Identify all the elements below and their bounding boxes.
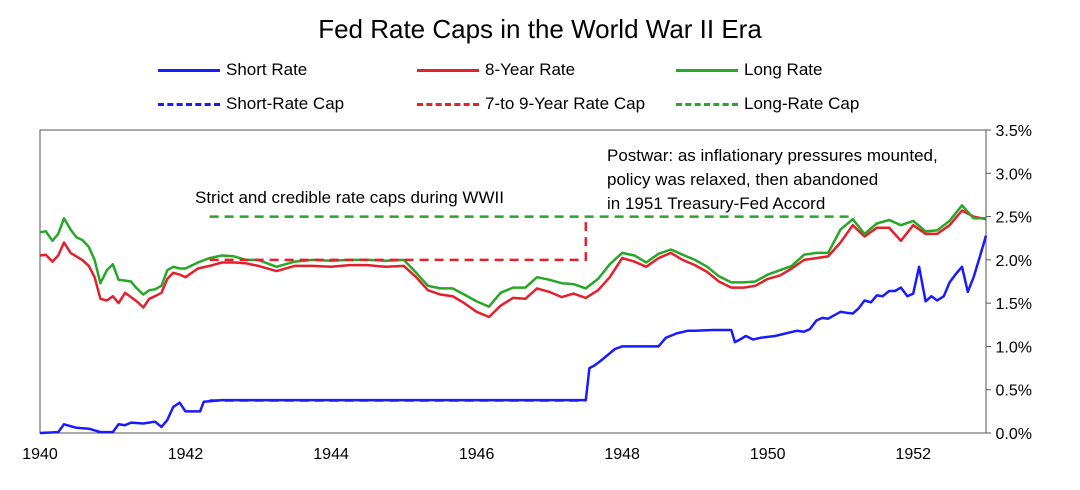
legend-label: 7-to 9-Year Rate Cap: [485, 94, 646, 113]
x-tick-label: 1952: [895, 446, 931, 463]
x-tick-label: 1944: [313, 446, 349, 463]
chart-title: Fed Rate Caps in the World War II Era: [318, 14, 762, 44]
x-axis: 1940 1942 1944 1946 1948 1950 1952: [22, 446, 931, 463]
legend-label: Long Rate: [744, 60, 823, 79]
y-tick-label: 0.0%: [996, 426, 1032, 443]
y-tick-label: 3.0%: [996, 166, 1032, 183]
plot-frame: [39, 129, 987, 434]
annotation-postwar-line-1: Postwar: as inflationary pressures mount…: [607, 146, 938, 165]
x-tick-label: 1946: [459, 446, 495, 463]
annotation-postwar-line-3: in 1951 Treasury-Fed Accord: [607, 194, 825, 213]
series-layer: [39, 204, 988, 435]
legend-swatch: [158, 68, 220, 72]
legend-label: Short-Rate Cap: [226, 94, 345, 113]
legend-item-short-rate-cap: Short-Rate Cap: [158, 94, 344, 114]
y-tick-label: 1.0%: [996, 339, 1032, 356]
annotation-wwii: Strict and credible rate caps during WWI…: [195, 188, 504, 207]
legend-label: Short Rate: [226, 60, 308, 79]
legend: Short Rate 8-Year Rate Long Rate Short-R…: [0, 0, 1080, 120]
legend-swatch: [158, 102, 220, 106]
x-tick-label: 1942: [168, 446, 204, 463]
legend-label: 8-Year Rate: [485, 60, 576, 79]
legend-item-long-rate-cap: Long-Rate Cap: [676, 94, 859, 114]
x-tick-label: 1948: [604, 446, 640, 463]
y-tick-label: 2.5%: [996, 210, 1032, 227]
legend-item-long-rate: Long Rate: [676, 60, 822, 80]
annotation-postwar-line-2: policy was relaxed, then abandoned: [607, 170, 878, 189]
legend-item-short-rate: Short Rate: [158, 60, 307, 80]
y-tick-label: 2.0%: [996, 253, 1032, 270]
series-line-short-rate: [39, 235, 988, 435]
series-line-8-year-rate: [39, 209, 987, 319]
legend-swatch: [417, 68, 479, 72]
y-axis: 0.0% 0.5% 1.0% 1.5% 2.0% 2.5% 3.0% 3.5%: [986, 123, 1032, 443]
y-tick-label: 3.5%: [996, 123, 1032, 140]
y-tick-label: 1.5%: [996, 296, 1032, 313]
series-line-long-rate: [39, 204, 986, 308]
y-tick-label: 0.5%: [996, 383, 1032, 400]
x-tick-label: 1950: [750, 446, 786, 463]
legend-item-7-9-year-cap: 7-to 9-Year Rate Cap: [417, 94, 645, 114]
legend-item-8-year-rate: 8-Year Rate: [417, 60, 575, 80]
legend-swatch: [417, 102, 479, 106]
legend-swatch: [676, 68, 738, 72]
series-line-7-to-9-year-rate-cap: [209, 216, 588, 262]
legend-label: Long-Rate Cap: [744, 94, 860, 113]
legend-swatch: [676, 102, 738, 106]
x-tick-label: 1940: [22, 446, 58, 463]
